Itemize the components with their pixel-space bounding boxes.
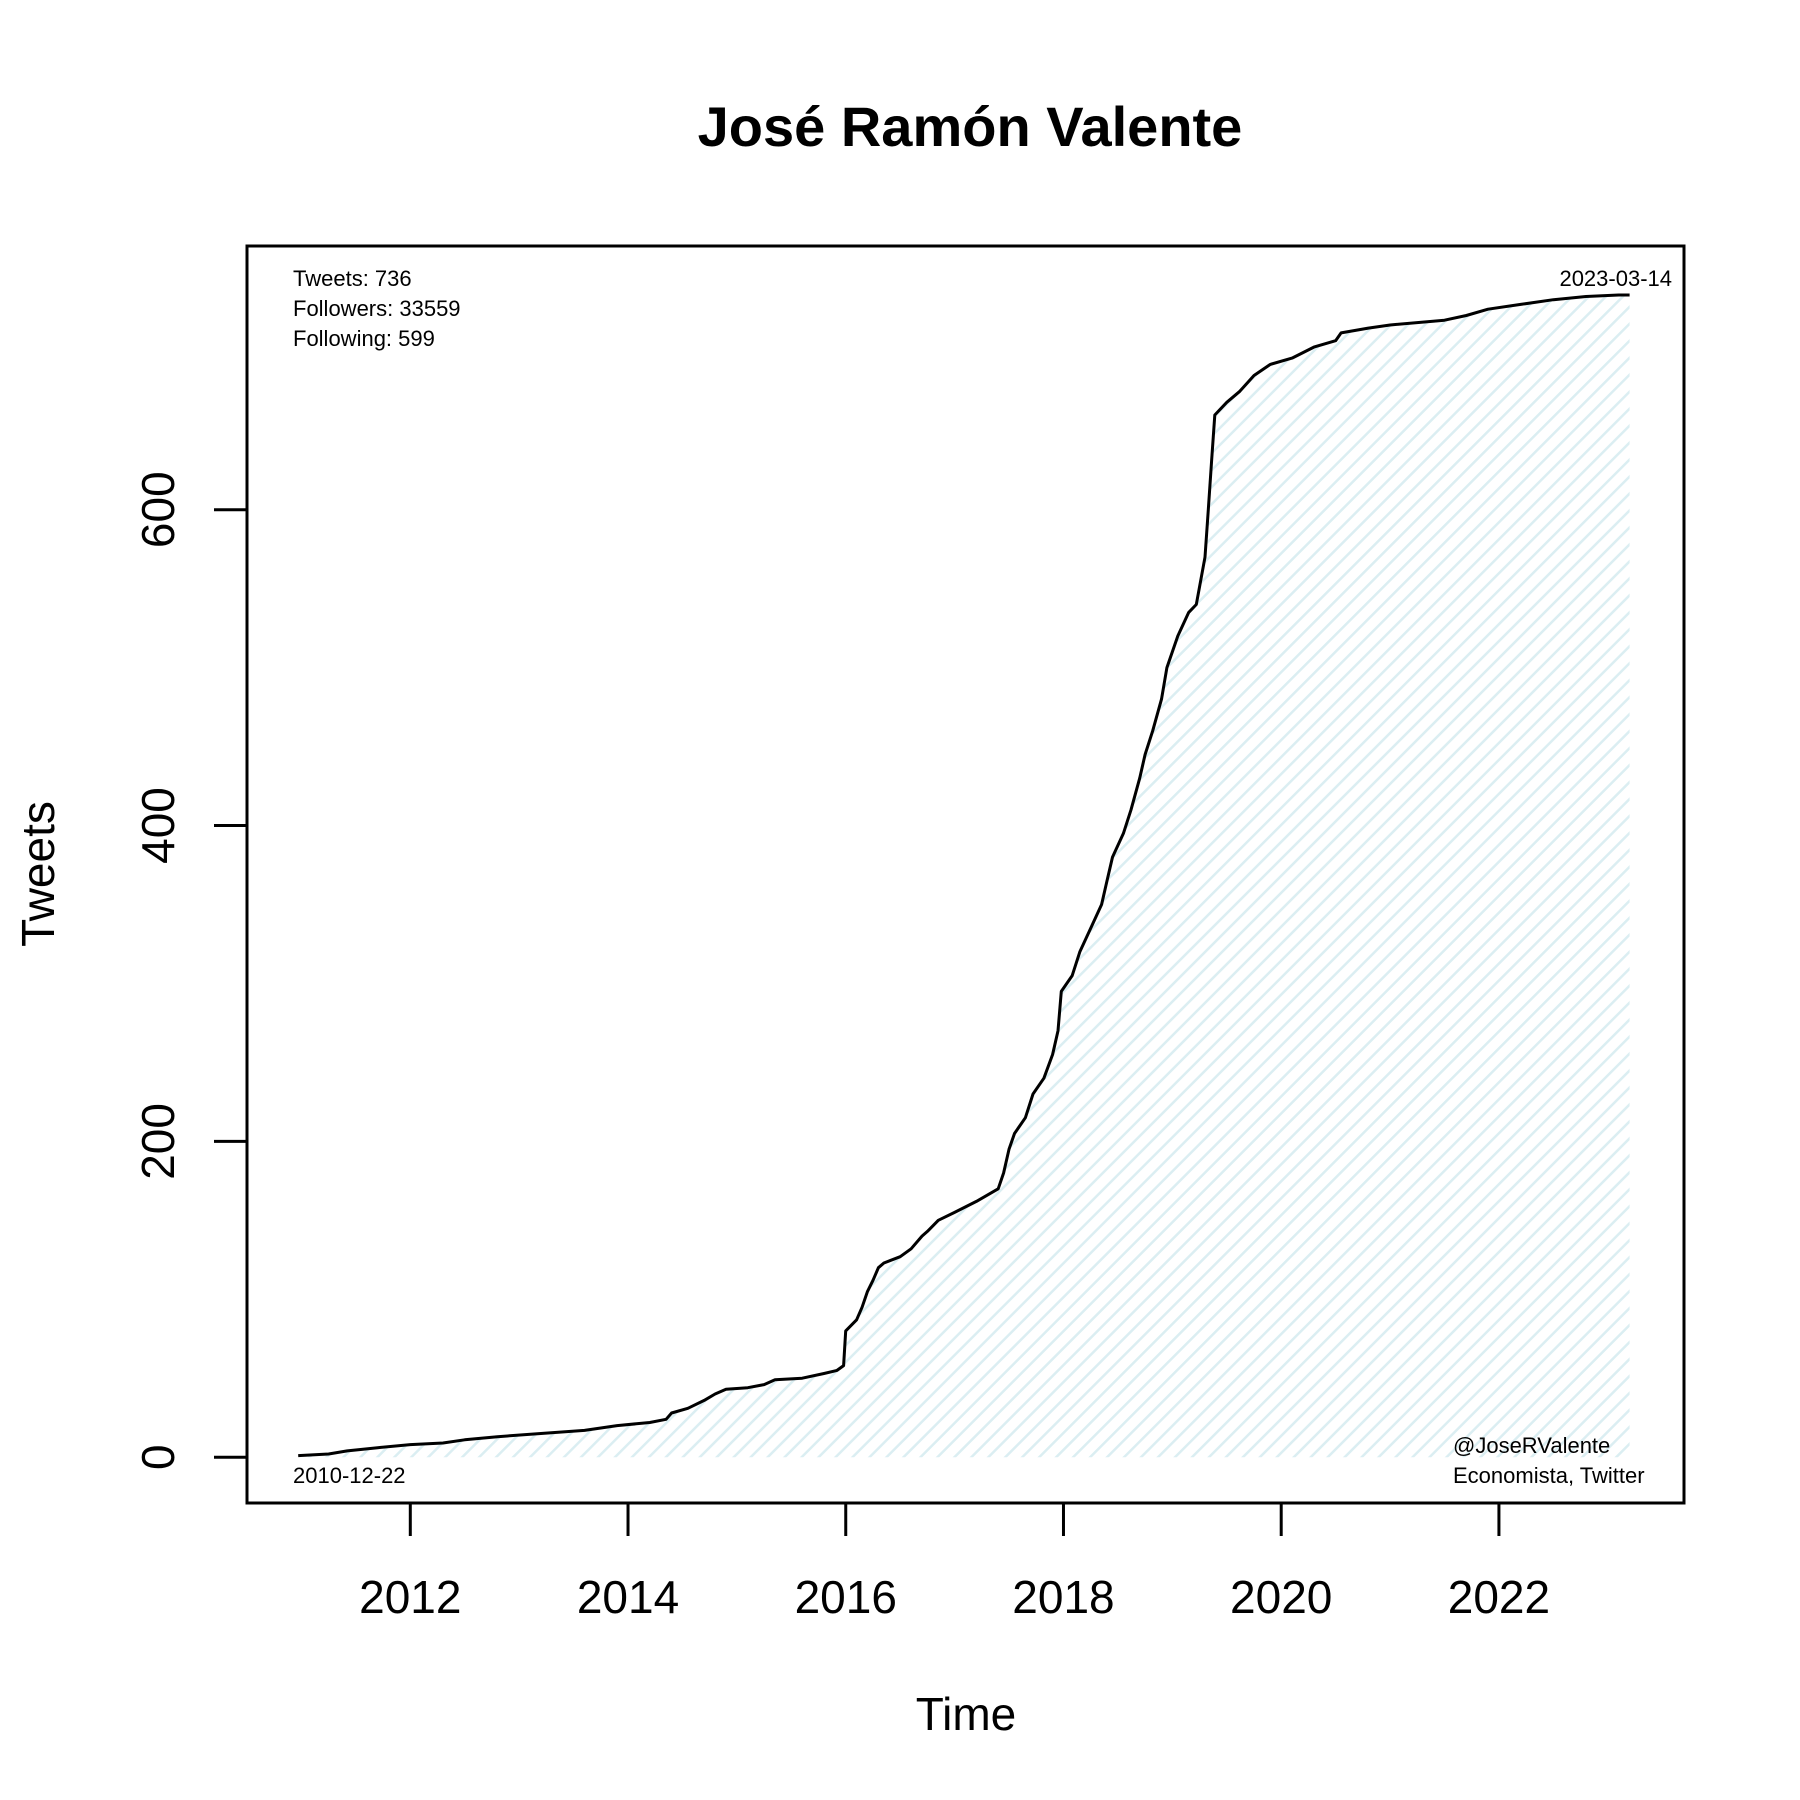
y-tick-label: 0	[132, 1444, 184, 1470]
y-tick-label: 600	[132, 471, 184, 548]
start-date-label: 2010-12-22	[293, 1463, 406, 1488]
x-tick-label: 2012	[359, 1571, 461, 1623]
handle-label: @JoseRValente	[1453, 1433, 1610, 1458]
tweets-count-label: Tweets: 736	[293, 266, 412, 291]
line-layer	[298, 293, 1630, 1458]
tweets-area-fill	[298, 295, 1630, 1458]
x-tick-label: 2016	[795, 1571, 897, 1623]
tweets-line	[298, 293, 1630, 1458]
x-tick-label: 2022	[1448, 1571, 1550, 1623]
y-axis: 0 200 400 600	[132, 471, 247, 1470]
end-date-label: 2023-03-14	[1559, 266, 1672, 291]
area-layer	[298, 295, 1630, 1458]
chart-title: José Ramón Valente	[698, 95, 1243, 158]
x-tick-label: 2018	[1012, 1571, 1114, 1623]
x-tick-label: 2020	[1230, 1571, 1332, 1623]
x-axis: 2012 2014 2016 2018 2020 2022	[359, 1503, 1550, 1623]
followers-count-label: Followers: 33559	[293, 296, 461, 321]
y-tick-label: 400	[132, 787, 184, 864]
bio-label: Economista, Twitter	[1453, 1463, 1645, 1488]
plot-frame	[245, 244, 1686, 1505]
following-count-label: Following: 599	[293, 326, 435, 351]
x-axis-title: Time	[916, 1688, 1017, 1740]
x-tick-label: 2014	[577, 1571, 679, 1623]
y-axis-title: Tweets	[12, 801, 64, 947]
y-tick-label: 200	[132, 1103, 184, 1180]
